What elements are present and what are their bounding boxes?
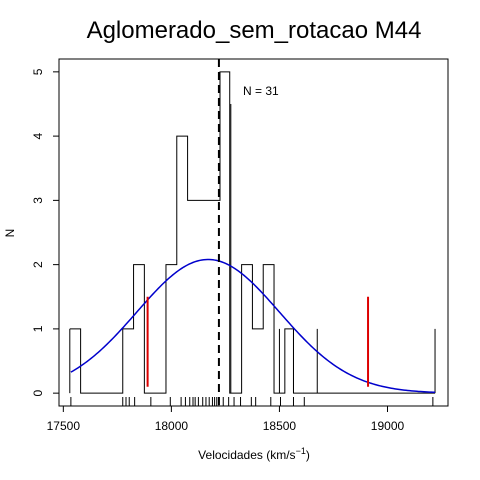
histogram-outline xyxy=(69,71,436,394)
y-tick-label-2: 2 xyxy=(31,261,45,268)
x-axis-label: Velocidades (km/s−1) xyxy=(198,446,310,462)
x-axis-label-main: Velocidades (km/s xyxy=(198,448,295,462)
y-tick-label-1: 1 xyxy=(31,325,45,332)
gaussian-curve xyxy=(70,258,436,394)
x-tick-label-0: 17500 xyxy=(47,419,81,433)
x-tick-label-1: 18000 xyxy=(155,419,189,433)
chart-title: Aglomerado_sem_rotacao M44 xyxy=(87,17,422,44)
x-axis-label-sup: −1 xyxy=(296,446,306,456)
x-tick-label-2: 18500 xyxy=(263,419,297,433)
y-axis-label: N xyxy=(3,229,17,238)
plot-frame xyxy=(58,58,449,407)
reference-lines xyxy=(146,296,370,387)
histogram-steps xyxy=(69,71,436,394)
y-tick-label-0: 0 xyxy=(31,389,45,396)
x-axis: 17500 18000 18500 19000 xyxy=(47,405,405,433)
y-tick-label-3: 3 xyxy=(31,197,45,204)
x-tick-label-3: 19000 xyxy=(371,419,405,433)
x-axis-label-end: ) xyxy=(306,448,310,462)
gaussian-fit xyxy=(70,258,436,394)
y-tick-label-4: 4 xyxy=(31,132,45,139)
y-tick-label-5: 5 xyxy=(31,68,45,75)
rug-marks xyxy=(70,397,434,406)
n-annotation: N = 31 xyxy=(243,84,279,98)
y-axis: 0 1 2 3 4 5 xyxy=(31,68,60,396)
